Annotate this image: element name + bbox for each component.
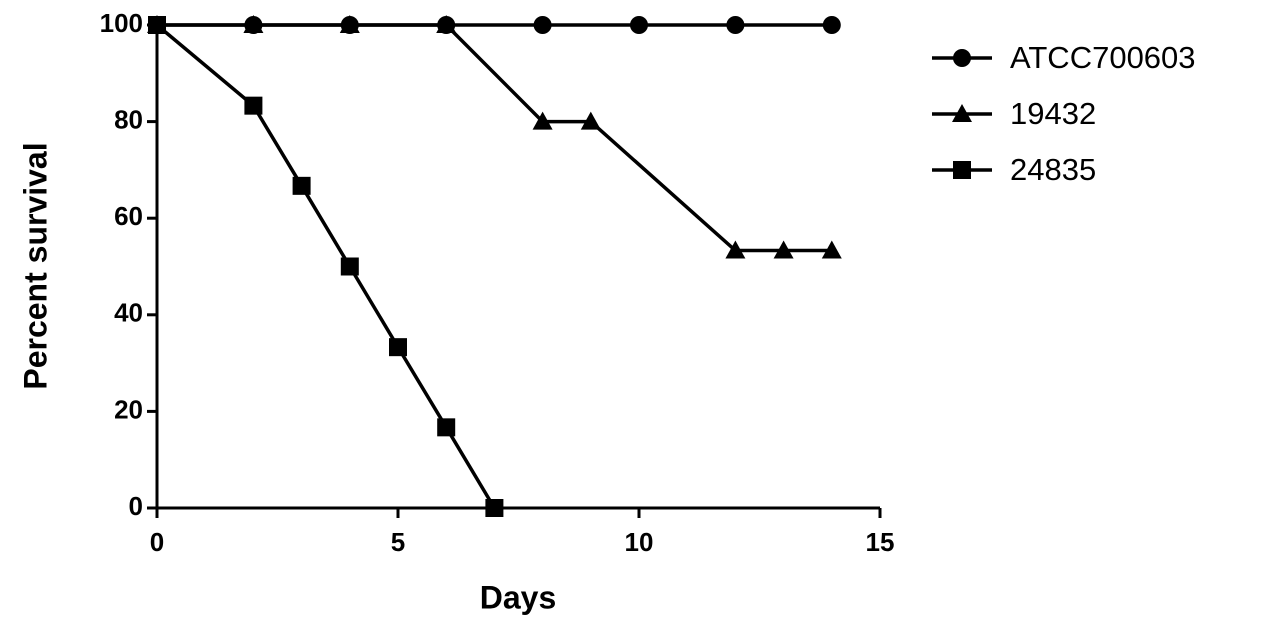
- marker: [339, 15, 360, 33]
- marker: [485, 499, 504, 517]
- marker: [821, 240, 842, 259]
- marker: [532, 111, 553, 130]
- marker: [533, 16, 552, 34]
- x-axis-label: Days: [480, 579, 557, 615]
- marker: [148, 16, 166, 34]
- x-tick-label: 0: [150, 527, 164, 557]
- y-tick-label: 100: [100, 8, 143, 38]
- y-tick-label: 80: [114, 104, 143, 134]
- legend-marker: [953, 161, 971, 179]
- marker: [580, 111, 601, 130]
- x-tick-label: 10: [625, 527, 654, 557]
- marker: [292, 176, 311, 195]
- marker: [436, 15, 457, 33]
- marker: [244, 96, 263, 115]
- marker: [822, 16, 841, 34]
- legend-marker: [953, 49, 971, 67]
- marker: [389, 338, 407, 357]
- marker: [437, 418, 456, 437]
- y-tick-label: 60: [114, 201, 143, 231]
- marker: [630, 16, 648, 34]
- legend-text: ATCC700603: [1010, 40, 1196, 75]
- series-line: [157, 23, 832, 253]
- legend-text: 19432: [1010, 96, 1096, 131]
- y-tick-label: 20: [114, 394, 143, 424]
- marker: [773, 240, 794, 259]
- marker: [243, 15, 264, 33]
- marker: [340, 257, 359, 276]
- marker: [725, 240, 746, 259]
- marker: [726, 16, 745, 34]
- x-tick-label: 5: [391, 527, 405, 557]
- x-tick-label: 15: [866, 527, 895, 557]
- y-tick-label: 0: [129, 491, 143, 521]
- legend-marker: [952, 104, 972, 122]
- legend-text: 24835: [1010, 152, 1096, 187]
- y-axis-label: Percent survival: [17, 142, 53, 389]
- y-tick-label: 40: [114, 298, 143, 328]
